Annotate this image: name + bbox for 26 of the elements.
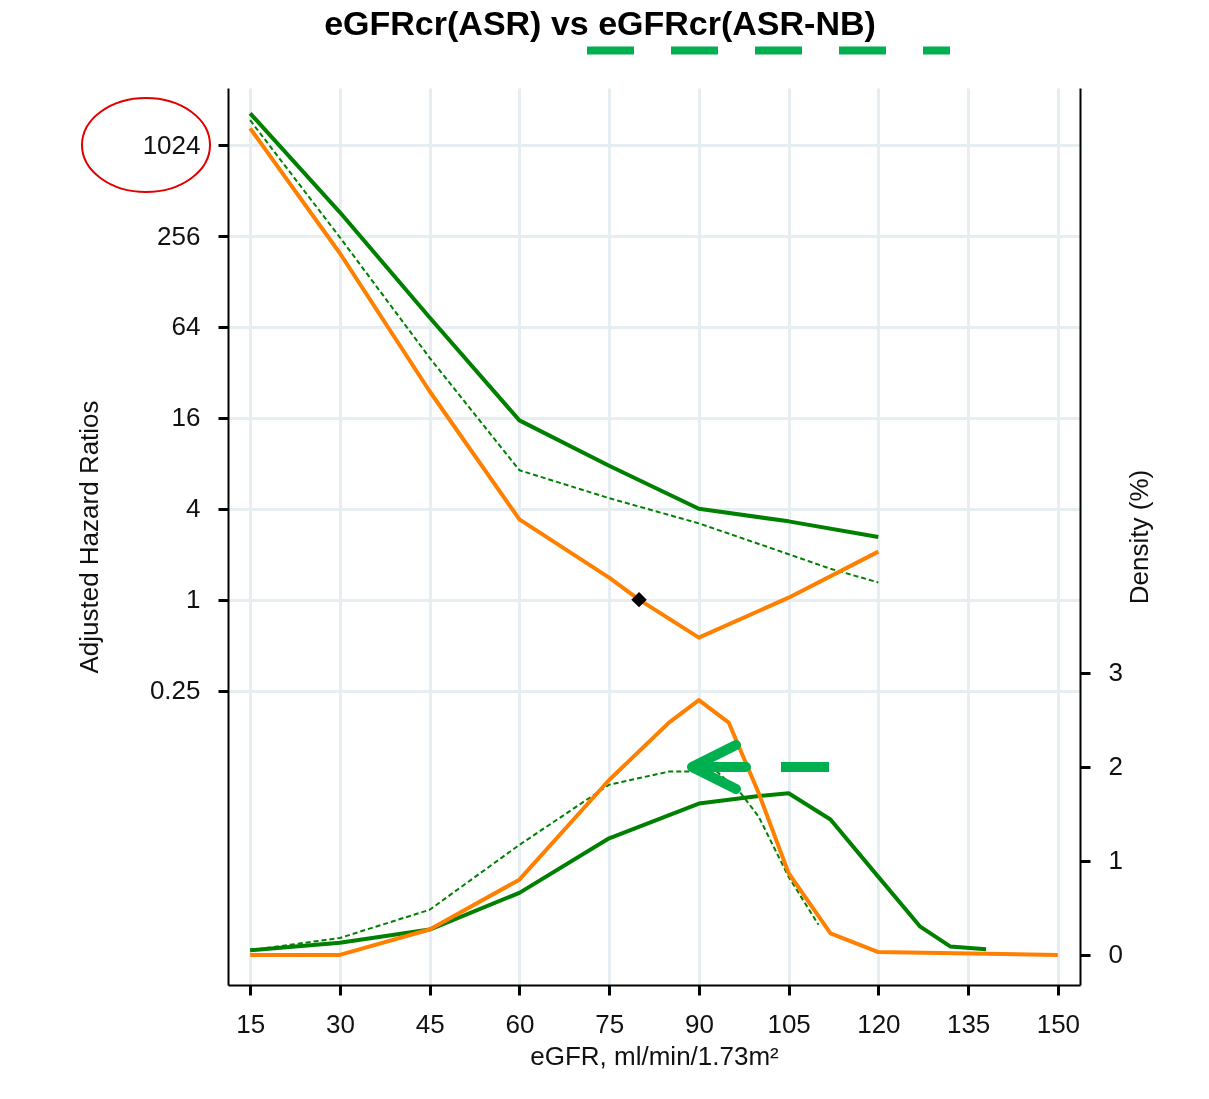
y-tick-label: 1 (186, 584, 201, 615)
y-tick-label: 0.25 (149, 675, 201, 706)
x-axis-title: eGFR, ml/min/1.73m² (530, 1040, 780, 1071)
x-tick-label: 15 (236, 1008, 266, 1039)
y2-tick-label: 1 (1108, 845, 1123, 876)
line-series (248, 698, 1060, 957)
y-tick-label: 16 (171, 402, 201, 433)
x-tick-label: 60 (505, 1008, 535, 1039)
x-tick-label: 30 (325, 1008, 355, 1039)
y2-tick-label: 2 (1108, 751, 1123, 782)
y-axis-title: Adjusted Hazard Ratios (73, 400, 104, 674)
y2-tick-label: 0 (1108, 939, 1123, 970)
x-tick-label: 135 (946, 1008, 991, 1039)
x-tick-label: 90 (684, 1008, 714, 1039)
chart-title: eGFRcr(ASR) vs eGFRcr(ASR-NB) (324, 4, 876, 42)
y-tick-label: 4 (186, 493, 201, 524)
y2-axis-title: Density (%) (1123, 469, 1154, 605)
x-tick-label: 150 (1036, 1008, 1081, 1039)
x-tick-label: 45 (415, 1008, 445, 1039)
x-tick-label: 105 (767, 1008, 811, 1039)
y-tick-label: 256 (157, 220, 201, 251)
y-tick-label: 1024 (142, 129, 201, 160)
x-tick-label: 75 (595, 1008, 625, 1039)
y-tick-label: 64 (171, 311, 201, 342)
x-tick-label: 120 (857, 1008, 901, 1039)
y2-tick-label: 3 (1108, 657, 1123, 688)
